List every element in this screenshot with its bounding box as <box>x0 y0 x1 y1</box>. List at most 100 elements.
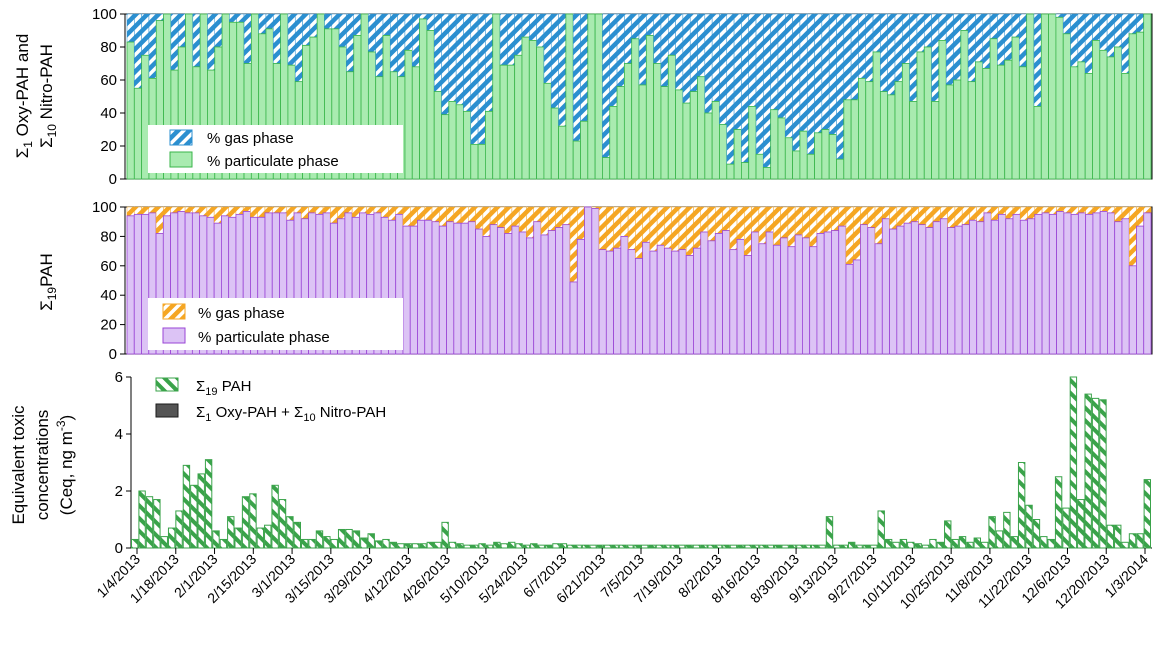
sigma19-pah-bar <box>907 541 915 549</box>
gas-phase-bar <box>704 13 713 114</box>
gas-phase-bar <box>322 206 331 214</box>
particulate-phase-bar <box>460 222 469 355</box>
particulate-phase-bar <box>638 84 647 180</box>
particulate-phase-bar <box>931 101 940 180</box>
sigma19-pah-bar <box>981 541 989 549</box>
particulate-phase-bar <box>431 221 440 355</box>
gas-phase-bar <box>693 206 701 249</box>
sigma19-pah-bar <box>1069 376 1078 549</box>
sigma19-pah-bar <box>1106 524 1115 549</box>
gas-phase-bar <box>660 13 669 87</box>
sigma19-pah-bar <box>670 544 678 549</box>
gas-phase-bar <box>497 206 505 228</box>
gas-phase-bar <box>529 13 537 41</box>
gas-phase-bar <box>199 206 208 217</box>
particulate-phase-bar <box>814 132 823 180</box>
particulate-phase-bar <box>1136 225 1145 355</box>
panel-sigma19-pah: 0 20 40 60 80 100 Σ19PAH % gas phase % partic… <box>37 199 1153 363</box>
sigma19-pah-bar <box>663 544 671 549</box>
particulate-phase-bar <box>784 137 793 180</box>
gas-phase-bar <box>330 206 338 224</box>
gas-phase-bar <box>453 206 462 224</box>
sigma19-pah-bar <box>707 544 715 549</box>
gas-phase-bar <box>736 206 745 240</box>
particulate-phase-bar <box>838 225 847 355</box>
panel-sigma19-pah-bars <box>126 206 1152 355</box>
gas-phase-bar <box>228 206 237 218</box>
gas-phase-bar <box>653 13 662 64</box>
sigma19-pah-bar <box>951 538 959 549</box>
gas-phase-bar <box>809 206 818 247</box>
sigma19-pah-bar <box>315 530 324 549</box>
particulate-phase-bar <box>918 224 927 355</box>
gas-phase-bar <box>1099 13 1108 51</box>
particulate-phase-bar <box>722 230 731 355</box>
gas-phase-bar <box>802 206 810 239</box>
particulate-phase-bar <box>424 219 433 355</box>
gas-phase-bar <box>719 13 728 125</box>
gas-phase-bar <box>514 13 523 56</box>
sigma19-pah-bar <box>774 544 782 549</box>
gas-phase-bar <box>828 13 837 135</box>
gas-phase-bar <box>682 13 691 104</box>
gas-phase-bar <box>257 206 266 218</box>
gas-phase-bar <box>184 206 193 214</box>
gas-phase-bar <box>468 206 476 222</box>
gas-phase-bar <box>945 13 954 86</box>
gas-phase-bar <box>748 13 757 107</box>
sigma19-pah-bar <box>811 544 819 549</box>
sigma19-pah-bar <box>471 544 479 549</box>
gas-phase-bar <box>635 206 643 259</box>
sigma19-pah-bar <box>212 530 220 549</box>
particulate-phase-bar <box>1092 212 1101 355</box>
sigma19-pah-bar <box>397 543 405 549</box>
gas-phase-bar <box>1041 206 1050 214</box>
y-tick-label: 80 <box>100 228 117 245</box>
panel-toxic-equivalent-ylabel-line2: concentrations <box>33 410 52 521</box>
sigma19-pah-bar <box>626 544 634 549</box>
sigma19-pah-bar <box>227 516 235 549</box>
particulate-phase-bar <box>1026 13 1035 180</box>
gas-phase-bar <box>806 13 815 155</box>
gas-phase-bar <box>821 13 830 130</box>
gas-phase-bar <box>874 206 883 244</box>
sigma19-pah-bar <box>441 521 449 549</box>
gas-phase-bar <box>511 206 520 227</box>
gas-phase-bar <box>1114 13 1122 48</box>
gas-phase-bar <box>163 206 171 217</box>
gas-phase-bar <box>273 13 281 64</box>
sigma19-pah-bar <box>1143 479 1151 549</box>
sigma19-pah-bar <box>677 544 686 549</box>
sigma19-pah-bar <box>958 536 967 549</box>
sigma19-pah-bar <box>160 536 168 549</box>
particulate-phase-bar <box>1077 61 1086 180</box>
particulate-phase-bar <box>1092 40 1101 180</box>
gas-phase-bar <box>279 206 288 214</box>
gas-phase-bar <box>521 13 530 38</box>
gas-phase-bar <box>924 13 932 48</box>
gas-phase-bar <box>700 206 709 233</box>
particulate-phase-bar <box>514 54 523 180</box>
gas-phase-bar <box>1049 206 1057 215</box>
particulate-phase-bar <box>707 240 716 355</box>
gas-phase-bar <box>843 13 852 101</box>
particulate-phase-bar <box>845 263 854 355</box>
sigma19-pah-bar <box>884 538 893 549</box>
gas-phase-bar <box>580 13 589 122</box>
particulate-phase-bar <box>960 30 969 180</box>
particulate-phase-bar <box>605 250 614 355</box>
gas-phase-bar <box>765 206 774 233</box>
gas-phase-bar <box>1078 206 1086 214</box>
particulate-phase-bar <box>126 215 135 355</box>
gas-phase-bar <box>569 206 578 283</box>
gas-phase-bar <box>177 13 186 48</box>
particulate-phase-bar <box>126 41 135 180</box>
particulate-phase-bar <box>697 76 706 180</box>
particulate-phase-bar <box>620 235 629 355</box>
particulate-phase-bar <box>550 107 559 180</box>
panel-toxic-equivalent: 0 2 4 6 1/4/20131/18/20132/1/20132/15/20133… <box>9 369 1152 612</box>
sigma19-pah-bar <box>1047 538 1055 549</box>
sigma19-pah-bar <box>1032 519 1041 549</box>
gas-phase-bar <box>214 13 223 48</box>
